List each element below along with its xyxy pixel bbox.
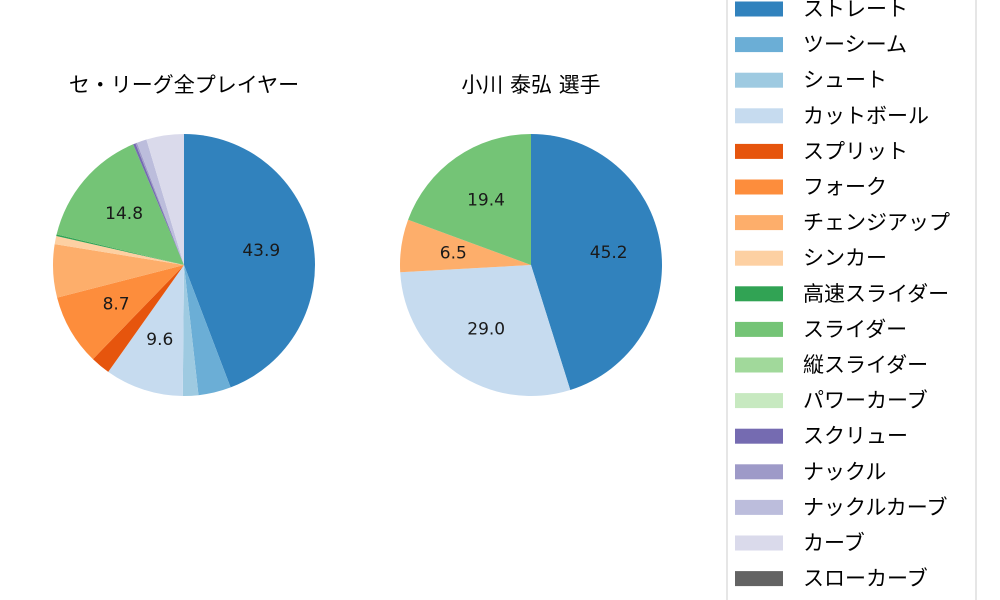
legend-label: カーブ xyxy=(803,531,865,555)
slice-labels-league: 43.9 9.6 8.7 14.8 xyxy=(103,204,281,350)
legend-label: パワーカーブ xyxy=(803,389,928,413)
legend-label: 縦スライダー xyxy=(803,353,928,377)
pie-slice xyxy=(56,234,184,265)
pie-slice xyxy=(92,265,184,372)
legend-swatch xyxy=(735,286,783,302)
legend-swatch xyxy=(735,72,783,88)
pie-slice xyxy=(54,236,185,265)
legend-label: シンカー xyxy=(803,246,887,270)
legend-swatch xyxy=(735,179,783,195)
legend-label: 高速スライダー xyxy=(803,282,949,306)
slice-labels-player: 45.2 29.0 6.5 19.4 xyxy=(440,191,628,340)
legend-swatch xyxy=(735,215,783,231)
legend-swatch xyxy=(735,464,783,480)
pie-slice xyxy=(400,265,571,396)
legend-swatch xyxy=(735,321,783,337)
slice-value-label: 45.2 xyxy=(590,243,628,263)
legend-swatch xyxy=(735,1,783,17)
slice-value-label: 6.5 xyxy=(440,243,467,263)
legend: ストレートツーシームシュートカットボールスプリットフォークチェンジアップシンカー… xyxy=(726,0,977,600)
legend-swatch xyxy=(735,499,783,515)
slice-value-label: 14.8 xyxy=(105,204,143,224)
pie-chart-player: 小川 泰弘 選手 45.2 29.0 6.5 19.4 xyxy=(400,73,662,396)
legend-swatch xyxy=(735,108,783,124)
legend-swatch xyxy=(735,143,783,159)
legend-label: シュート xyxy=(803,68,887,92)
legend-swatch xyxy=(735,571,783,587)
slices-player xyxy=(400,134,662,396)
slice-value-label: 43.9 xyxy=(242,241,280,261)
legend-swatch xyxy=(735,250,783,266)
legend-label: スプリット xyxy=(803,139,908,163)
slice-value-label: 8.7 xyxy=(103,295,130,315)
legend-label: スライダー xyxy=(803,317,907,341)
pie-slice xyxy=(52,244,184,298)
pie-slice xyxy=(136,139,184,265)
legend-swatch xyxy=(735,535,783,551)
legend-label: ツーシーム xyxy=(803,33,907,57)
legend-items: ストレートツーシームシュートカットボールスプリットフォークチェンジアップシンカー… xyxy=(735,0,950,591)
legend-label: ナックル xyxy=(803,460,886,484)
chart-title-player: 小川 泰弘 選手 xyxy=(461,73,600,97)
legend-swatch xyxy=(735,357,783,373)
pie-slice xyxy=(400,219,531,273)
pie-slice xyxy=(531,134,662,390)
pie-slice xyxy=(408,134,531,265)
pie-slice xyxy=(135,142,184,265)
legend-label: ストレート xyxy=(803,0,908,21)
pie-slice xyxy=(146,134,184,265)
pie-slice xyxy=(184,134,315,388)
legend-label: フォーク xyxy=(803,175,887,199)
chart-title-league: セ・リーグ全プレイヤー xyxy=(69,73,299,97)
pie-slice xyxy=(184,265,231,396)
legend-label: ナックルカーブ xyxy=(803,495,947,519)
pie-slice xyxy=(57,265,184,360)
pie-slice xyxy=(108,265,184,396)
pie-slice xyxy=(182,265,199,396)
legend-swatch xyxy=(735,428,783,444)
pie-slice xyxy=(56,144,184,265)
legend-label: スクリュー xyxy=(803,424,908,448)
slice-value-label: 9.6 xyxy=(146,330,173,350)
legend-label: スローカーブ xyxy=(803,567,928,591)
pie-chart-league: セ・リーグ全プレイヤー 43.9 9.6 8.7 14.8 xyxy=(52,73,315,396)
legend-swatch xyxy=(735,37,783,53)
legend-frame xyxy=(726,0,977,600)
legend-label: チェンジアップ xyxy=(803,211,950,235)
pie-slice xyxy=(133,143,184,265)
slice-value-label: 29.0 xyxy=(467,320,505,340)
slices-league xyxy=(52,134,315,396)
legend-swatch xyxy=(735,393,783,409)
legend-label: カットボール xyxy=(803,104,929,128)
slice-value-label: 19.4 xyxy=(467,191,505,211)
